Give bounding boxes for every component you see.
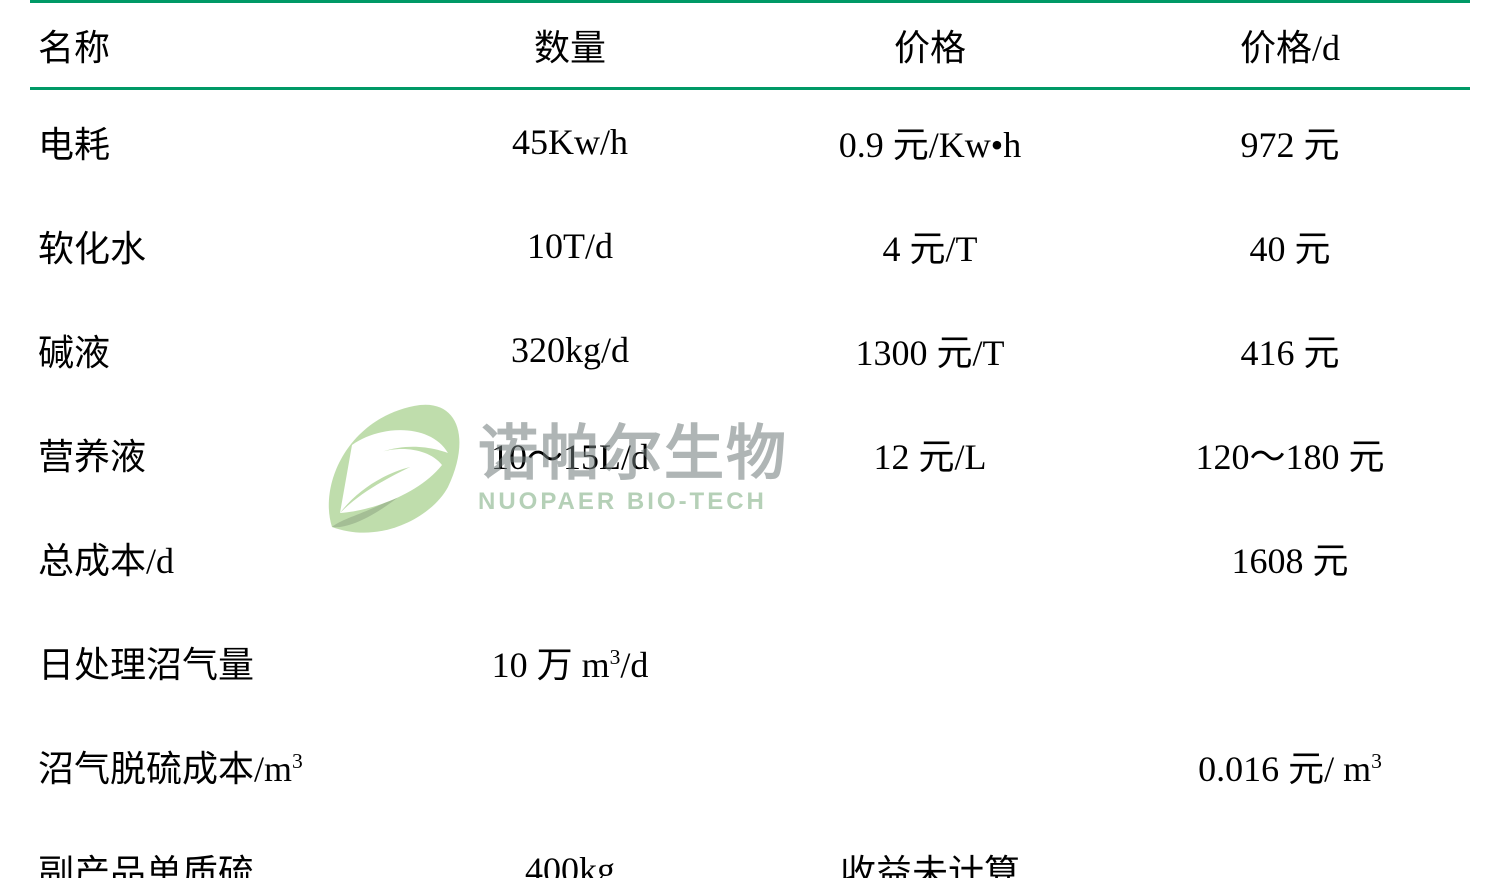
table-row: 电耗45Kw/h0.9 元/Kw•h972 元 xyxy=(30,89,1470,195)
col-header-qty: 数量 xyxy=(390,2,750,89)
table-row: 营养液10～15L/d12 元/L120～180 元 xyxy=(30,402,1470,506)
cell-perday xyxy=(1110,610,1470,714)
cell-qty: 320kg/d xyxy=(390,298,750,402)
cell-perday: 40 元 xyxy=(1110,194,1470,298)
cell-price: 12 元/L xyxy=(750,402,1110,506)
cell-price: 收益未计算 xyxy=(750,818,1110,878)
col-header-perday: 价格/d xyxy=(1110,2,1470,89)
cell-name: 电耗 xyxy=(30,89,390,195)
cell-qty: 45Kw/h xyxy=(390,89,750,195)
table-row: 总成本/d 1608 元 xyxy=(30,506,1470,610)
cost-table: 名称 数量 价格 价格/d 电耗45Kw/h0.9 元/Kw•h972 元软化水… xyxy=(30,0,1470,878)
cell-price xyxy=(750,714,1110,818)
table-body: 电耗45Kw/h0.9 元/Kw•h972 元软化水10T/d4 元/T40 元… xyxy=(30,89,1470,878)
table-row: 软化水10T/d4 元/T40 元 xyxy=(30,194,1470,298)
col-header-name: 名称 xyxy=(30,2,390,89)
cell-perday: 972 元 xyxy=(1110,89,1470,195)
table-row: 副产品单质硫400kg收益未计算 xyxy=(30,818,1470,878)
cell-perday: 0.016 元/ m3 xyxy=(1110,714,1470,818)
cell-qty xyxy=(390,714,750,818)
cell-qty: 10T/d xyxy=(390,194,750,298)
cell-name: 沼气脱硫成本/m3 xyxy=(30,714,390,818)
cell-perday: 416 元 xyxy=(1110,298,1470,402)
cell-name: 总成本/d xyxy=(30,506,390,610)
cell-name: 碱液 xyxy=(30,298,390,402)
cell-price: 1300 元/T xyxy=(750,298,1110,402)
cell-qty: 10 万 m3/d xyxy=(390,610,750,714)
cell-name: 营养液 xyxy=(30,402,390,506)
cell-perday: 120～180 元 xyxy=(1110,402,1470,506)
table-row: 日处理沼气量10 万 m3/d xyxy=(30,610,1470,714)
cell-qty xyxy=(390,506,750,610)
table-row: 碱液320kg/d1300 元/T416 元 xyxy=(30,298,1470,402)
cell-name: 日处理沼气量 xyxy=(30,610,390,714)
table-header-row: 名称 数量 价格 价格/d xyxy=(30,2,1470,89)
cell-name: 副产品单质硫 xyxy=(30,818,390,878)
table-row: 沼气脱硫成本/m3 0.016 元/ m3 xyxy=(30,714,1470,818)
col-header-price: 价格 xyxy=(750,2,1110,89)
cell-qty: 400kg xyxy=(390,818,750,878)
cell-price xyxy=(750,610,1110,714)
cell-price: 4 元/T xyxy=(750,194,1110,298)
cell-price xyxy=(750,506,1110,610)
cell-price: 0.9 元/Kw•h xyxy=(750,89,1110,195)
page: NUOPA 诺帕尔生物 NUOPAER BIO-TECH 名称 数量 价格 价格… xyxy=(0,0,1500,878)
cell-qty: 10～15L/d xyxy=(390,402,750,506)
cell-perday xyxy=(1110,818,1470,878)
cell-perday: 1608 元 xyxy=(1110,506,1470,610)
cell-name: 软化水 xyxy=(30,194,390,298)
